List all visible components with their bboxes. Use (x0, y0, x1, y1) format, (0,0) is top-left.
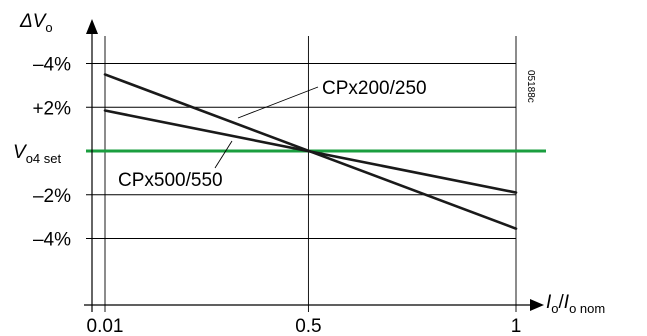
annotation-leader (214, 140, 233, 169)
x-tick-label: 0.01 (87, 316, 124, 336)
y-tick-label: +2% (32, 98, 71, 119)
y-tick-label: –4% (33, 230, 71, 251)
y-axis-title: ΔVo (19, 11, 53, 35)
x-tick-label: 1 (511, 316, 522, 336)
series-lines (103, 73, 518, 230)
grid (86, 36, 546, 312)
figure-code: 05188c (525, 70, 536, 103)
series-line (103, 109, 518, 194)
y-tick-label: –4% (33, 55, 71, 76)
labels: –4% +2% Vo4 set –2% –4% 0.01 0.5 1 CPx200/250 CPx… (13, 55, 521, 336)
x-axis-arrow (530, 299, 544, 311)
y-tick-label: –2% (33, 186, 71, 207)
series-annotation: CPx200/250 (322, 78, 427, 99)
y-tick-label-main: V (13, 142, 28, 163)
x-axis-title: Io/Io nom (546, 292, 605, 316)
series-annotation: CPx500/550 (118, 170, 223, 191)
axes (84, 19, 544, 312)
annotation-leader (237, 86, 319, 119)
y-axis-arrow (86, 19, 98, 34)
y-tick-label: Vo4 set (13, 142, 61, 166)
x-tick-label: 0.5 (295, 316, 321, 336)
y-tick-label-sub: o4 set (26, 151, 62, 166)
